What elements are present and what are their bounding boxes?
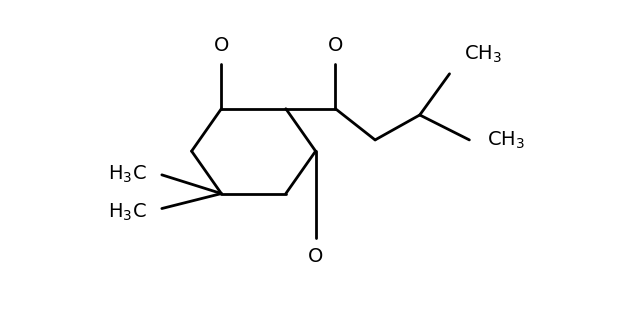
Text: O: O (214, 36, 229, 55)
Text: H$_3$C: H$_3$C (108, 202, 147, 223)
Text: CH$_3$: CH$_3$ (465, 44, 502, 65)
Text: O: O (308, 247, 323, 266)
Text: H$_3$C: H$_3$C (108, 164, 147, 186)
Text: CH$_3$: CH$_3$ (486, 129, 525, 151)
Text: O: O (328, 36, 343, 55)
